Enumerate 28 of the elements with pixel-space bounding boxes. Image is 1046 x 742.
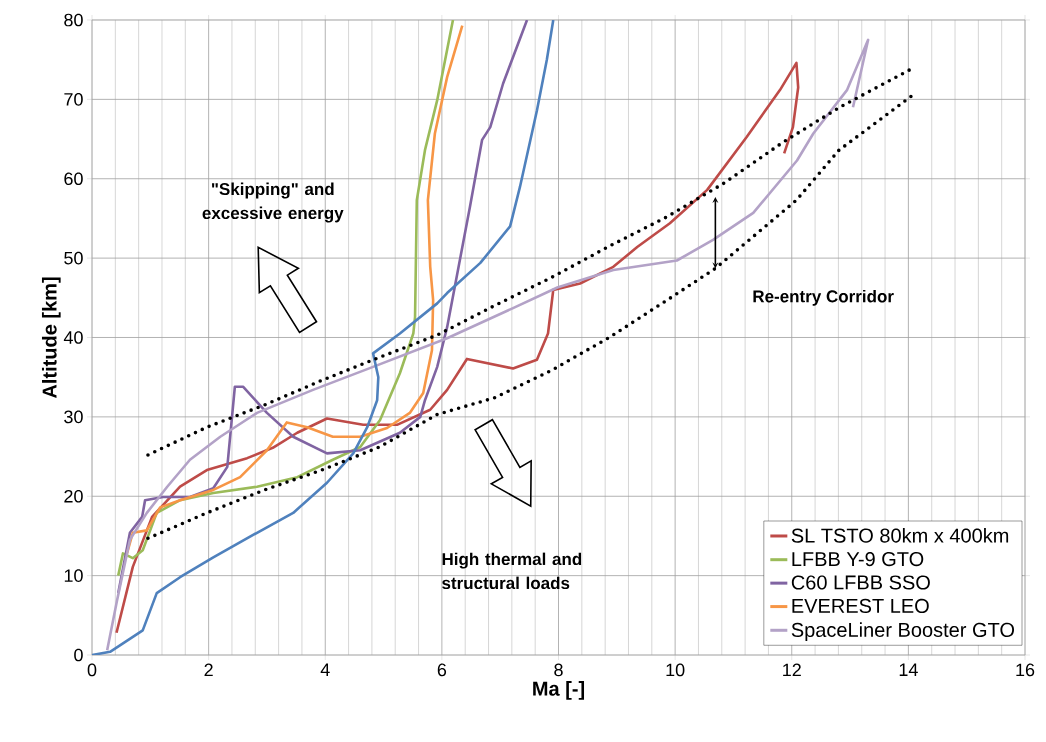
annotation: High thermal and structural loads (442, 552, 582, 590)
annotation: Re-entry Corridor (753, 289, 894, 306)
legend-label: C60 LFBB SSO (791, 575, 930, 590)
y-tick-label: 70 (64, 93, 83, 106)
x-tick-label: 8 (554, 663, 563, 677)
y-tick-label: 30 (64, 410, 83, 424)
x-tick-label: 16 (1016, 663, 1035, 677)
x-tick-label: 0 (87, 663, 97, 677)
y-axis-title: Altitude [km] (41, 277, 61, 399)
annotation: "Skipping" and excessive energy (202, 182, 344, 223)
x-tick-label: 12 (783, 663, 801, 677)
y-tick-label: 20 (64, 489, 83, 503)
legend-label: EVEREST LEO (792, 598, 929, 614)
y-tick-label: 60 (64, 172, 83, 186)
legend-label: SL TSTO 80km x 400km (791, 527, 1009, 543)
x-tick-label: 4 (320, 663, 330, 676)
y-tick-label: 10 (64, 569, 83, 582)
y-tick-label: 0 (74, 648, 83, 662)
x-tick-label: 14 (899, 663, 918, 676)
x-tick-label: 2 (204, 663, 213, 677)
y-tick-label: 50 (64, 251, 83, 265)
x-tick-label: 10 (666, 663, 685, 677)
legend-label: LFBB Y-9 GTO (792, 551, 924, 567)
y-tick-label: 80 (64, 13, 83, 27)
x-tick-label: 6 (437, 663, 447, 677)
y-tick-label: 40 (63, 331, 83, 344)
x-axis-title: Ma [-] (533, 681, 585, 700)
legend-label: SpaceLiner Booster GTO (791, 622, 1015, 641)
